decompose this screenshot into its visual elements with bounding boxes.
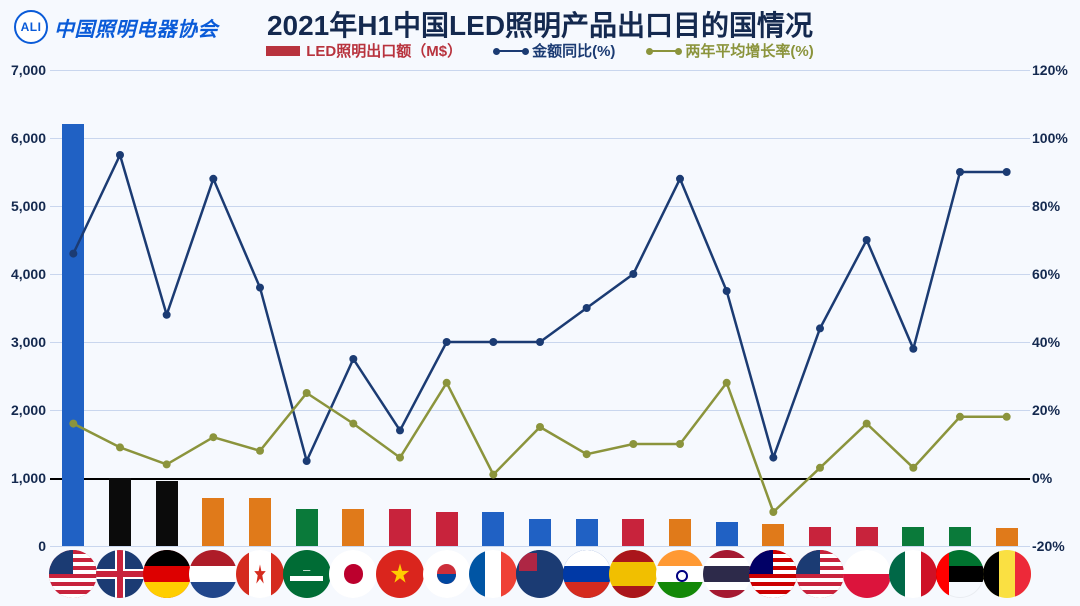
series-marker: [303, 457, 311, 465]
series-marker: [163, 460, 171, 468]
series-marker: [209, 175, 217, 183]
flag-icon: [563, 550, 611, 598]
flag-icon: [936, 550, 984, 598]
flag-icon: [656, 550, 704, 598]
y-left-tick: 0: [6, 538, 46, 554]
y-right-tick: 40%: [1032, 334, 1076, 350]
y-right-tick: 20%: [1032, 402, 1076, 418]
y-left-tick: 1,000: [6, 470, 46, 486]
series-marker: [956, 413, 964, 421]
flag-icon: [703, 550, 751, 598]
flag-icon: [189, 550, 237, 598]
legend-swatch-bar: [266, 46, 300, 56]
flag-icon: [889, 550, 937, 598]
series-marker: [769, 454, 777, 462]
flag-icon: [329, 550, 377, 598]
y-left-tick: 6,000: [6, 130, 46, 146]
grid-line: [50, 546, 1030, 547]
flag-icon: ـــ: [283, 550, 331, 598]
series-marker: [676, 175, 684, 183]
series-marker: [863, 420, 871, 428]
flag-icon: [143, 550, 191, 598]
series-marker: [583, 304, 591, 312]
series-marker: [116, 443, 124, 451]
y-left-tick: 7,000: [6, 62, 46, 78]
flag-icon: [49, 550, 97, 598]
y-left-tick: 4,000: [6, 266, 46, 282]
series-marker: [489, 471, 497, 479]
y-right-tick: 0%: [1032, 470, 1076, 486]
legend-item-bar: LED照明出口额（M$）: [266, 40, 462, 61]
flag-icon: [96, 550, 144, 598]
series-marker: [629, 440, 637, 448]
legend-swatch-line: [496, 50, 526, 52]
series-marker: [723, 379, 731, 387]
lines-layer: [50, 70, 1030, 546]
chart-title: 2021年H1中国LED照明产品出口目的国情况: [0, 4, 1080, 44]
series-marker: [116, 151, 124, 159]
legend-label: LED照明出口额（M$）: [306, 40, 462, 61]
series-line: [73, 383, 1006, 512]
flag-icon: [843, 550, 891, 598]
series-marker: [69, 420, 77, 428]
series-marker: [816, 464, 824, 472]
flag-icon: [796, 550, 844, 598]
series-marker: [256, 447, 264, 455]
flag-icon: [236, 550, 284, 598]
flag-icon: [376, 550, 424, 598]
series-marker: [69, 250, 77, 258]
series-marker: [536, 423, 544, 431]
y-left-tick: 3,000: [6, 334, 46, 350]
series-marker: [863, 236, 871, 244]
legend-label: 两年平均增长率(%): [685, 40, 813, 61]
series-marker: [769, 508, 777, 516]
legend-swatch-line: [649, 50, 679, 52]
series-marker: [209, 433, 217, 441]
series-marker: [443, 338, 451, 346]
series-marker: [816, 324, 824, 332]
flag-icon: [423, 550, 471, 598]
series-marker: [909, 464, 917, 472]
plot-area: 01,0002,0003,0004,0005,0006,0007,000-20%…: [50, 70, 1030, 546]
flag-icon: [749, 550, 797, 598]
legend-label: 金额同比(%): [532, 40, 615, 61]
series-marker: [536, 338, 544, 346]
y-right-tick: -20%: [1032, 538, 1076, 554]
chart-container: ALI 中国照明电器协会 2021年H1中国LED照明产品出口目的国情况 LED…: [0, 0, 1080, 606]
flag-icon: [469, 550, 517, 598]
series-marker: [349, 420, 357, 428]
legend-item-yoy: 金额同比(%): [496, 40, 615, 61]
series-marker: [956, 168, 964, 176]
legend-item-2yr: 两年平均增长率(%): [649, 40, 813, 61]
series-marker: [349, 355, 357, 363]
series-marker: [163, 311, 171, 319]
series-marker: [676, 440, 684, 448]
series-marker: [303, 389, 311, 397]
flag-icon: [516, 550, 564, 598]
series-marker: [443, 379, 451, 387]
y-right-tick: 100%: [1032, 130, 1076, 146]
series-marker: [256, 284, 264, 292]
y-right-tick: 80%: [1032, 198, 1076, 214]
series-marker: [489, 338, 497, 346]
series-marker: [1003, 413, 1011, 421]
y-right-tick: 120%: [1032, 62, 1076, 78]
series-marker: [583, 450, 591, 458]
flag-icon: [983, 550, 1031, 598]
series-marker: [1003, 168, 1011, 176]
y-right-tick: 60%: [1032, 266, 1076, 282]
x-axis-flags: ـــ: [50, 550, 1030, 598]
series-marker: [629, 270, 637, 278]
series-marker: [909, 345, 917, 353]
flag-icon: [609, 550, 657, 598]
series-marker: [723, 287, 731, 295]
series-marker: [396, 426, 404, 434]
y-left-tick: 5,000: [6, 198, 46, 214]
series-marker: [396, 454, 404, 462]
series-line: [73, 155, 1006, 461]
y-left-tick: 2,000: [6, 402, 46, 418]
legend: LED照明出口额（M$） 金额同比(%) 两年平均增长率(%): [0, 40, 1080, 61]
